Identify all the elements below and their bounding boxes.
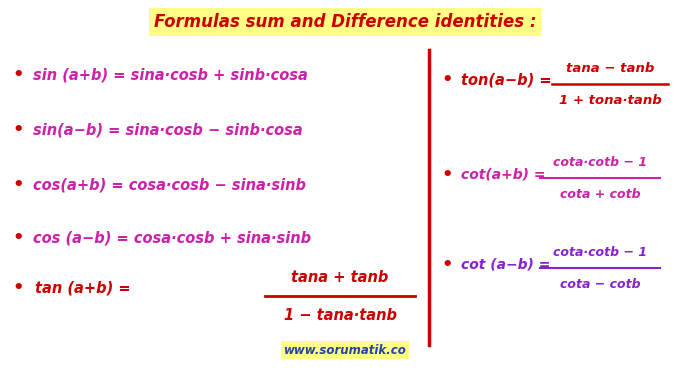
Text: Formulas sum and Difference identities :: Formulas sum and Difference identities : [154,13,536,31]
Text: •: • [442,166,453,184]
Text: sin(a−b) = sina·cosb − sinb·cosa: sin(a−b) = sina·cosb − sinb·cosa [33,122,303,138]
Text: tan (a+b) =: tan (a+b) = [35,280,136,295]
Text: tana − tanb: tana − tanb [566,62,654,75]
Text: cota·cotb − 1: cota·cotb − 1 [553,157,647,170]
Text: tana + tanb: tana + tanb [291,270,388,286]
Text: 1 + tona·tanb: 1 + tona·tanb [559,93,662,106]
Text: •: • [12,176,23,194]
Text: www.sorumatik.co: www.sorumatik.co [284,344,406,357]
Text: •: • [442,256,453,274]
Text: sin (a+b) = sina·cosb + sinb·cosa: sin (a+b) = sina·cosb + sinb·cosa [33,68,308,82]
Text: cot(a+b) =: cot(a+b) = [461,168,546,182]
Text: •: • [442,71,453,89]
Text: cos(a+b) = cosa·cosb − sina·sinb: cos(a+b) = cosa·cosb − sina·sinb [33,177,306,193]
Text: •: • [12,66,23,84]
Text: •: • [12,121,23,139]
Text: 1 − tana·tanb: 1 − tana·tanb [284,308,397,322]
Text: •: • [12,279,23,297]
Text: cota − cotb: cota − cotb [560,279,640,292]
Text: cos (a−b) = cosa·cosb + sina·sinb: cos (a−b) = cosa·cosb + sina·sinb [33,230,311,246]
Text: •: • [12,229,23,247]
Text: ton(a−b) =: ton(a−b) = [461,72,552,88]
Text: cota + cotb: cota + cotb [560,188,640,201]
Text: cota·cotb − 1: cota·cotb − 1 [553,246,647,259]
Text: cot (a−b) =: cot (a−b) = [461,258,551,272]
